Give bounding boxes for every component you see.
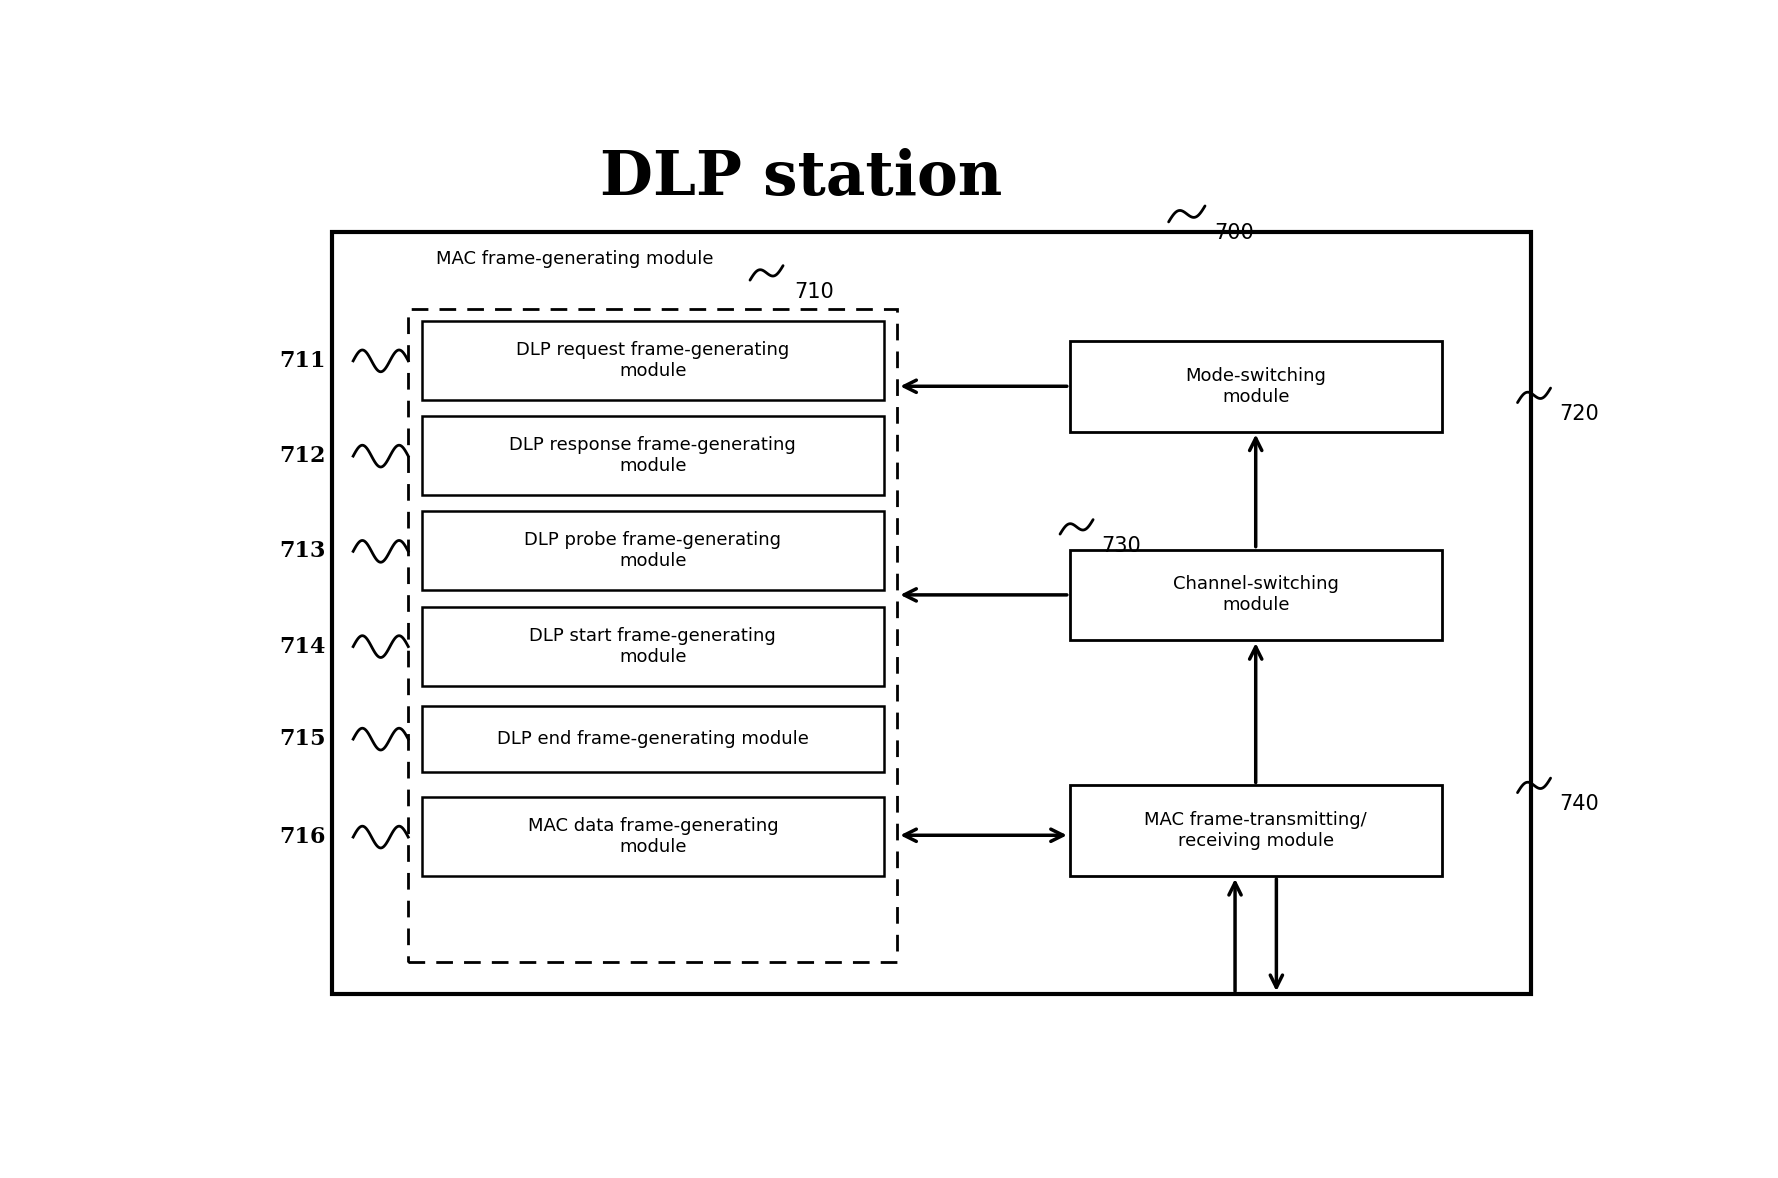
Text: DLP response frame-generating
module: DLP response frame-generating module — [510, 436, 797, 475]
Text: MAC frame-generating module: MAC frame-generating module — [436, 250, 713, 269]
Text: 715: 715 — [279, 728, 325, 750]
Bar — [421, 798, 884, 876]
Text: DLP start frame-generating
module: DLP start frame-generating module — [530, 627, 777, 666]
Text: MAC data frame-generating
module: MAC data frame-generating module — [528, 818, 779, 856]
Text: 711: 711 — [279, 350, 325, 372]
Bar — [1070, 340, 1442, 431]
Text: 710: 710 — [795, 282, 834, 302]
Bar — [1070, 549, 1442, 640]
Bar — [421, 707, 884, 772]
Text: Mode-switching
module: Mode-switching module — [1186, 366, 1326, 405]
Bar — [1070, 786, 1442, 876]
Text: 713: 713 — [279, 541, 325, 562]
Text: DLP probe frame-generating
module: DLP probe frame-generating module — [525, 531, 781, 570]
Bar — [421, 416, 884, 495]
Text: DLP station: DLP station — [599, 147, 1003, 207]
Text: 714: 714 — [279, 636, 325, 657]
Bar — [421, 511, 884, 590]
Bar — [421, 320, 884, 399]
Text: MAC frame-transmitting/
receiving module: MAC frame-transmitting/ receiving module — [1145, 812, 1367, 851]
Bar — [409, 309, 898, 962]
Text: Channel-switching
module: Channel-switching module — [1173, 576, 1339, 614]
Text: DLP end frame-generating module: DLP end frame-generating module — [496, 730, 809, 748]
Text: 720: 720 — [1559, 404, 1598, 424]
Text: DLP request frame-generating
module: DLP request frame-generating module — [516, 340, 789, 379]
Bar — [332, 232, 1531, 994]
Text: 740: 740 — [1559, 794, 1598, 814]
Text: 712: 712 — [279, 445, 325, 468]
Text: 730: 730 — [1101, 536, 1141, 556]
Bar — [421, 607, 884, 686]
Text: 716: 716 — [279, 826, 325, 848]
Text: 700: 700 — [1214, 223, 1253, 243]
